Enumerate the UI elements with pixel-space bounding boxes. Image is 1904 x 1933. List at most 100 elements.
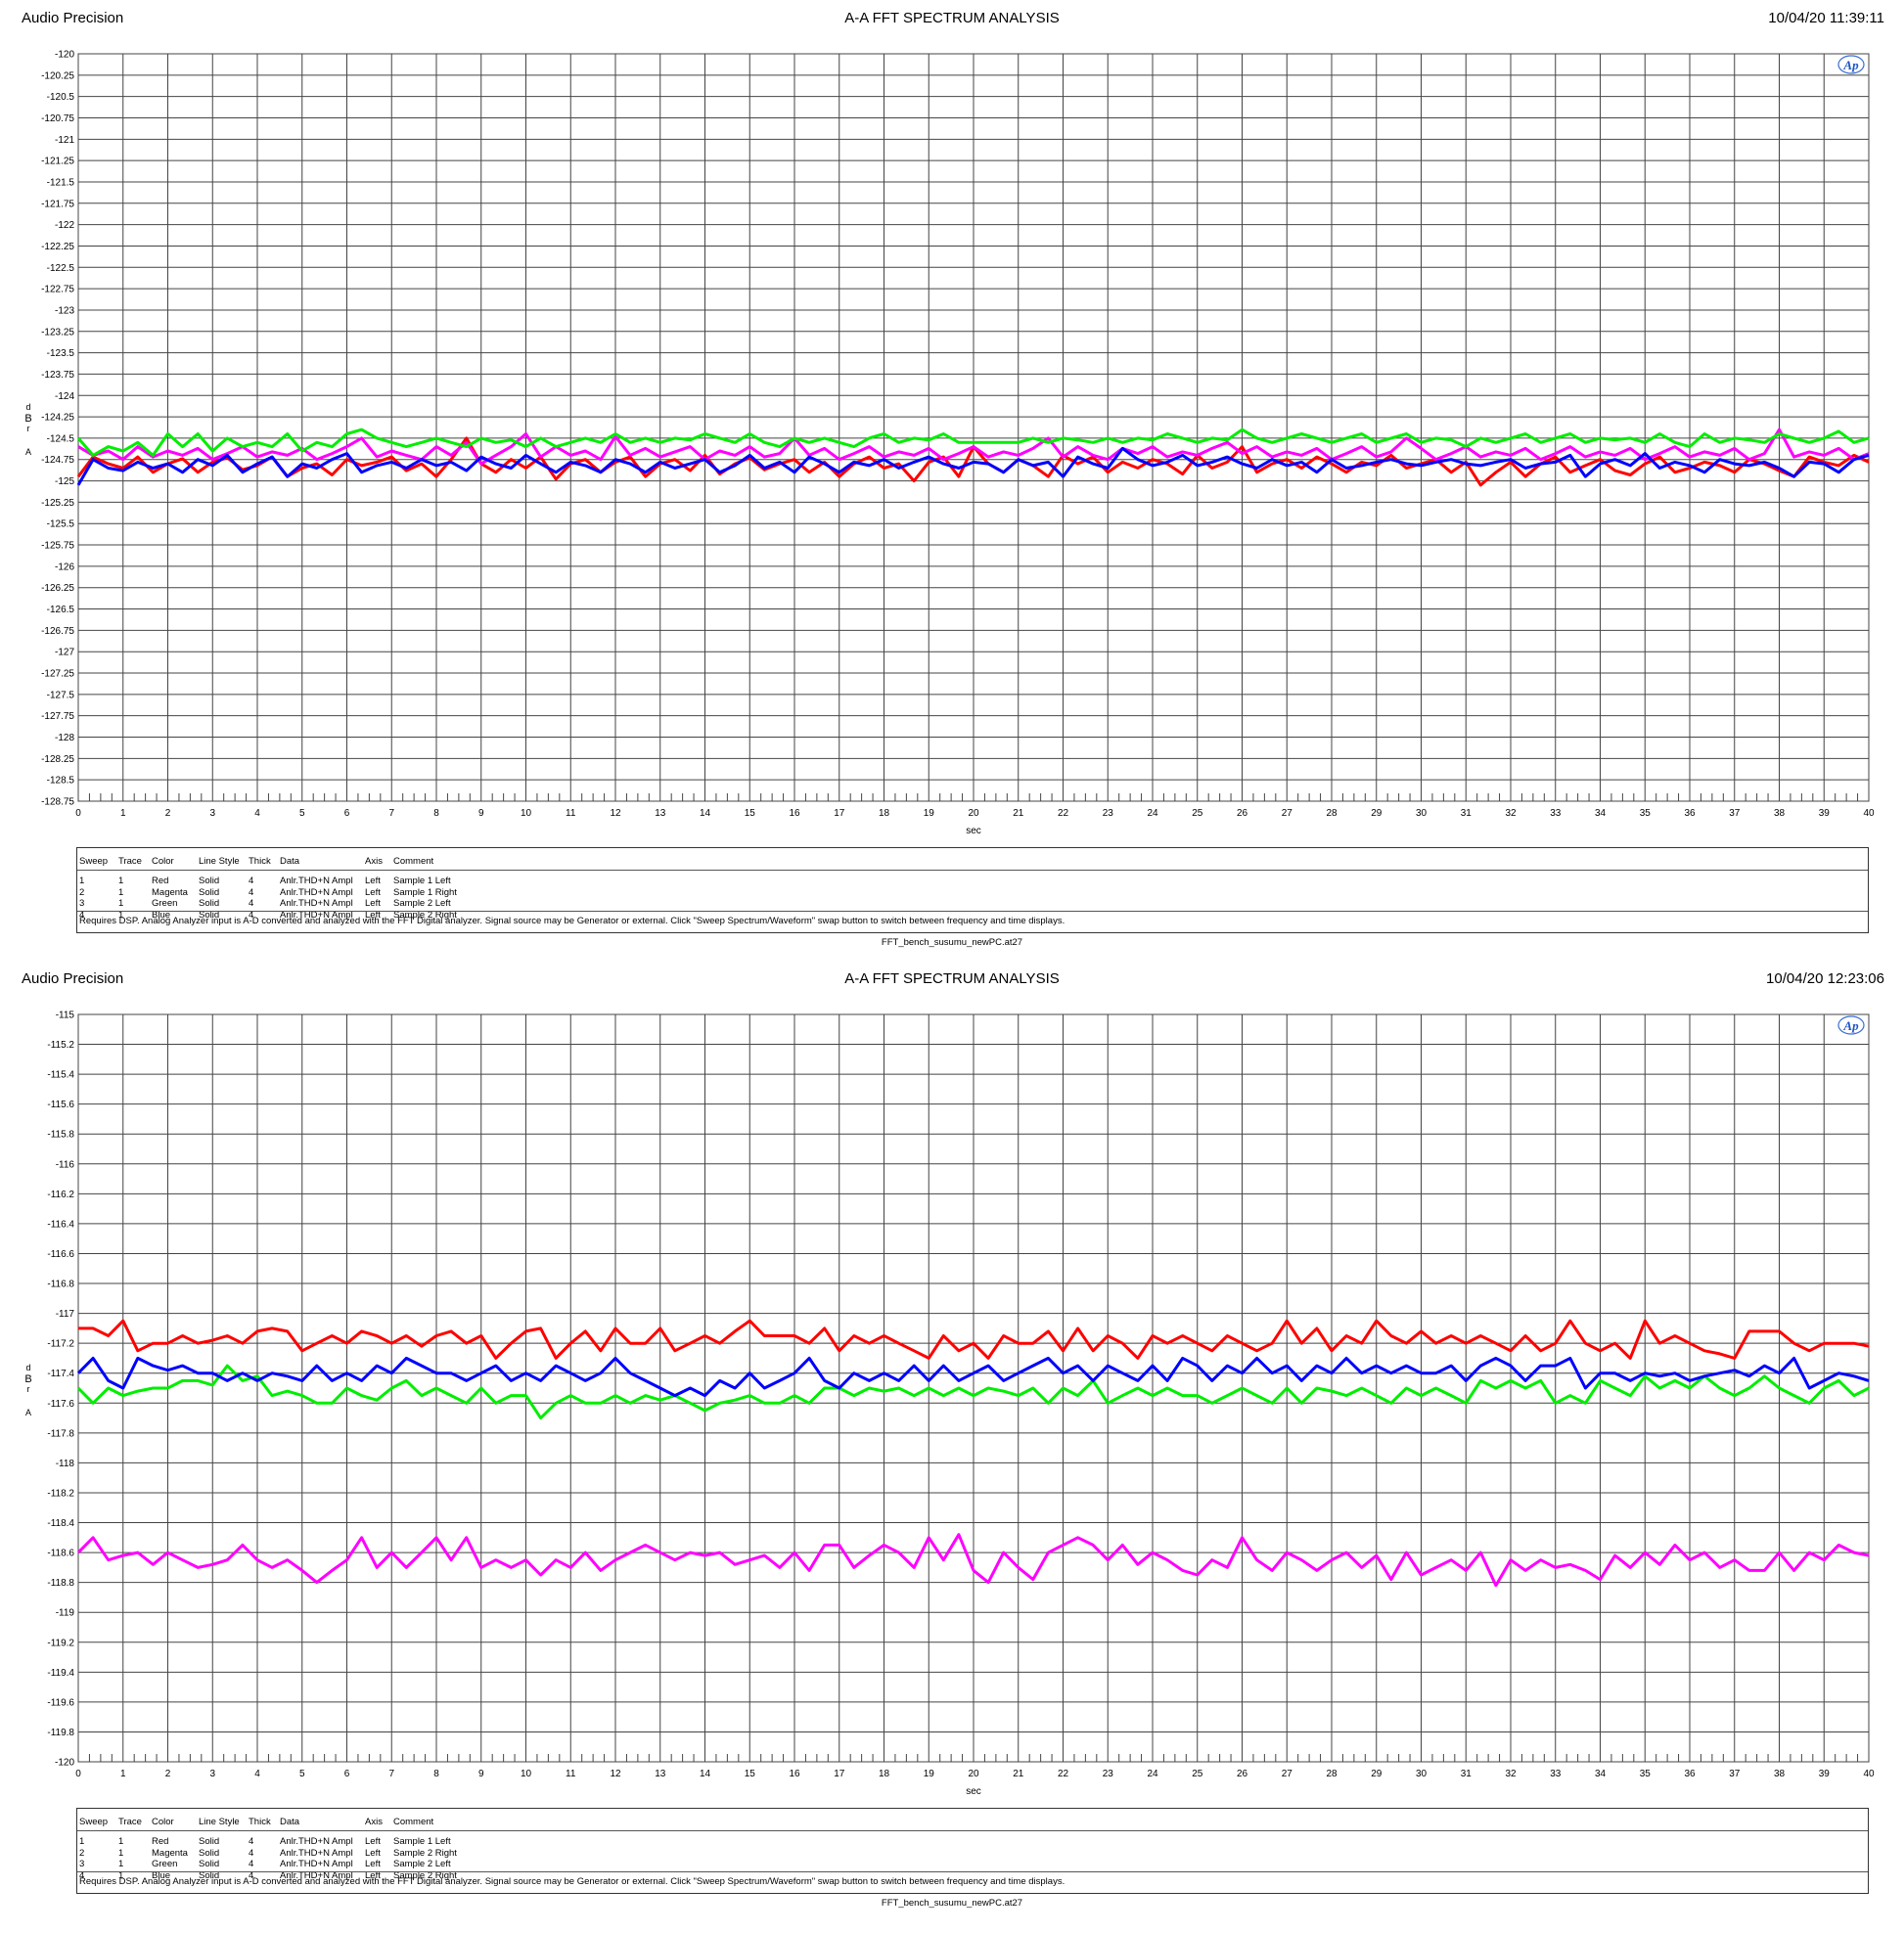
legend-cell: 1 bbox=[79, 1836, 85, 1847]
x-tick-label: 33 bbox=[1550, 1769, 1562, 1779]
x-tick-label: 19 bbox=[924, 1769, 935, 1779]
y-tick-label: -126.5 bbox=[47, 605, 75, 615]
y-tick-label: -125.75 bbox=[41, 541, 74, 552]
y-tick-label: -120.25 bbox=[41, 70, 74, 81]
brand-label: Audio Precision bbox=[22, 970, 124, 987]
x-tick-label: 40 bbox=[1863, 1769, 1875, 1779]
y-tick-label: -118 bbox=[56, 1459, 75, 1469]
y-tick-label: -119.8 bbox=[47, 1728, 74, 1738]
x-tick-label: 21 bbox=[1013, 808, 1024, 819]
series-line bbox=[78, 1319, 1870, 1360]
legend-cell: Sample 1 Left bbox=[393, 876, 451, 886]
y-axis-label: d bbox=[25, 402, 30, 412]
legend-row: 2 1 Magenta Solid 4 Anlr.THD+N Ampl Left Sample… bbox=[77, 1848, 1868, 1860]
x-tick-label: 15 bbox=[745, 808, 756, 819]
chart-title: A-A FFT SPECTRUM ANALYSIS bbox=[844, 970, 1060, 987]
legend-header-cell: Color bbox=[152, 1817, 174, 1827]
y-tick-label: -124 bbox=[55, 391, 74, 402]
x-tick-label: 32 bbox=[1505, 808, 1517, 819]
x-tick-label: 20 bbox=[968, 808, 979, 819]
x-tick-label: 10 bbox=[521, 808, 532, 819]
legend-header-cell: Trace bbox=[118, 1817, 142, 1827]
x-tick-label: 14 bbox=[700, 808, 711, 819]
y-tick-label: -118.6 bbox=[47, 1549, 74, 1559]
y-tick-label: -125.25 bbox=[41, 498, 74, 509]
y-axis-label: d bbox=[25, 1363, 30, 1372]
series-line bbox=[76, 1364, 1870, 1420]
y-axis-label: A bbox=[25, 447, 31, 457]
legend-cell: Green bbox=[152, 898, 178, 909]
legend-cell: 3 bbox=[79, 898, 85, 909]
legend-row: 3 1 Green Solid 4 Anlr.THD+N Ampl Left Sample 2… bbox=[77, 898, 1868, 910]
y-tick-label: -126 bbox=[55, 562, 74, 572]
x-tick-label: 10 bbox=[521, 1769, 532, 1779]
legend-cell: Anlr.THD+N Ampl bbox=[280, 1836, 353, 1847]
x-tick-label: 35 bbox=[1640, 1769, 1652, 1779]
x-tick-label: 17 bbox=[834, 808, 845, 819]
x-tick-label: 12 bbox=[610, 1769, 621, 1779]
x-tick-label: 25 bbox=[1192, 1769, 1203, 1779]
y-tick-label: -122 bbox=[55, 220, 74, 231]
x-tick-label: 8 bbox=[433, 1769, 439, 1779]
x-tick-label: 18 bbox=[879, 1769, 890, 1779]
x-tick-label: 40 bbox=[1863, 808, 1875, 819]
y-tick-label: -119.6 bbox=[47, 1697, 74, 1708]
y-tick-label: -126.25 bbox=[41, 583, 74, 594]
legend-cell: Magenta bbox=[152, 886, 188, 898]
legend-cell: Solid bbox=[199, 876, 220, 886]
x-tick-label: 27 bbox=[1282, 1769, 1293, 1779]
x-tick-label: 12 bbox=[610, 808, 621, 819]
x-tick-label: 34 bbox=[1595, 1769, 1607, 1779]
x-tick-label: 2 bbox=[165, 808, 171, 819]
x-tick-label: 17 bbox=[834, 1769, 845, 1779]
x-tick-label: 13 bbox=[655, 1769, 666, 1779]
y-tick-label: -124.75 bbox=[41, 455, 74, 466]
x-tick-label: 0 bbox=[75, 1769, 81, 1779]
ap-logo-text: Ap bbox=[1842, 1018, 1859, 1033]
legend-row: 4 1 Blue Solid 4 Anlr.THD+N Ampl Left Sample 2 … bbox=[77, 1870, 1868, 1882]
legend-cell: 1 bbox=[118, 886, 124, 898]
legend-note: Requires DSP. Analog Analyzer input is A… bbox=[79, 1876, 1065, 1887]
y-tick-label: -117.2 bbox=[47, 1339, 74, 1350]
brand-label: Audio Precision bbox=[22, 10, 124, 26]
legend-cell: 4 bbox=[79, 909, 85, 921]
x-tick-label: 11 bbox=[566, 808, 576, 819]
legend-cell: 4 bbox=[249, 909, 254, 921]
x-tick-label: 30 bbox=[1416, 808, 1428, 819]
legend-cell: Sample 1 Right bbox=[393, 886, 457, 898]
y-tick-label: -122.25 bbox=[41, 242, 74, 252]
legend-cell: Anlr.THD+N Ampl bbox=[280, 909, 353, 921]
y-tick-label: -118.2 bbox=[47, 1488, 74, 1499]
x-tick-label: 29 bbox=[1371, 808, 1383, 819]
legend-row: 2 1 Magenta Solid 4 Anlr.THD+N Ampl Left Sample… bbox=[77, 887, 1868, 899]
x-tick-label: 2 bbox=[165, 1769, 171, 1779]
legend-header-cell: Thick bbox=[249, 1817, 271, 1827]
x-tick-label: 6 bbox=[344, 808, 350, 819]
legend-cell: Left bbox=[365, 898, 381, 909]
legend-cell: 1 bbox=[79, 876, 85, 886]
legend-cell: 3 bbox=[79, 1859, 85, 1869]
legend-cell: 4 bbox=[249, 886, 254, 898]
legend-cell: Anlr.THD+N Ampl bbox=[280, 886, 353, 898]
y-tick-label: -120.5 bbox=[47, 92, 75, 103]
legend-cell: 1 bbox=[118, 1836, 124, 1847]
ap-logo-text: Ap bbox=[1842, 58, 1859, 72]
y-tick-label: -121.25 bbox=[41, 157, 74, 167]
legend-cell: Solid bbox=[199, 1869, 220, 1881]
legend-cell: 2 bbox=[79, 886, 85, 898]
legend-cell: Left bbox=[365, 876, 381, 886]
legend-cell: Solid bbox=[199, 1859, 220, 1869]
x-tick-label: 26 bbox=[1237, 808, 1248, 819]
legend-header-row: Sweep Trace Color Line Style Thick Data Axis Co… bbox=[77, 1817, 1868, 1830]
x-tick-label: 11 bbox=[566, 1769, 576, 1779]
legend-header-cell: Comment bbox=[393, 1817, 434, 1827]
legend-cell: Solid bbox=[199, 898, 220, 909]
x-tick-label: 36 bbox=[1684, 808, 1696, 819]
legend-cell: Left bbox=[365, 1859, 381, 1869]
y-tick-label: -120 bbox=[55, 50, 74, 61]
y-tick-label: -122.5 bbox=[47, 263, 75, 274]
x-tick-label: 31 bbox=[1461, 808, 1473, 819]
legend-cell: 1 bbox=[118, 1859, 124, 1869]
y-tick-label: -128 bbox=[55, 733, 74, 743]
x-tick-label: 22 bbox=[1058, 808, 1069, 819]
